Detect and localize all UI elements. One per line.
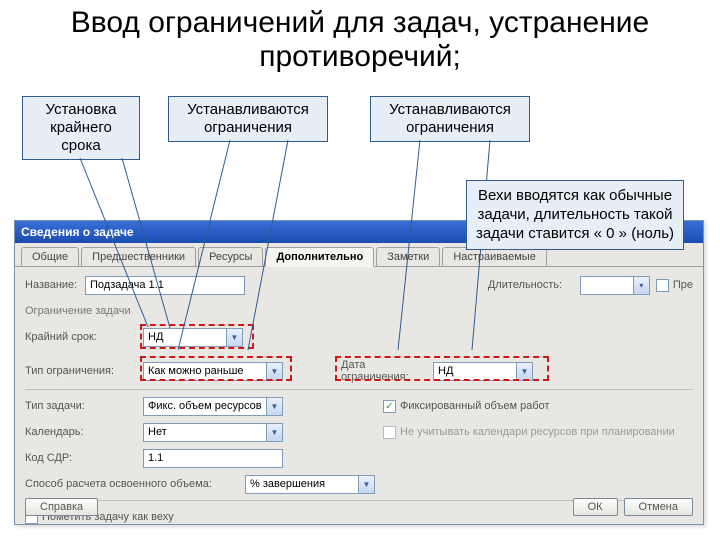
task-type-label: Тип задачи: [25,400,143,412]
evm-label: Способ расчета освоенного объема: [25,478,245,490]
cancel-button[interactable]: Отмена [624,498,693,516]
calendar-combo[interactable]: Нет ▼ [143,423,283,442]
calendar-label: Календарь: [25,426,143,438]
duration-label: Длительность: [480,279,580,291]
tab-general[interactable]: Общие [21,247,79,266]
deadline-value: НД [148,331,226,343]
constraint-type-value: Как можно раньше [148,365,266,377]
name-label: Название: [25,279,85,291]
evm-combo[interactable]: % завершения ▼ [245,475,375,494]
task-name-value: Подзадача 1.1 [90,279,244,291]
chevron-down-icon[interactable]: ▼ [226,329,242,346]
wbs-field[interactable]: 1.1 [143,449,283,468]
estimated-checkbox[interactable] [656,279,669,292]
callout-constraint-1: Устанавливаются ограничения [168,96,328,142]
wbs-value: 1.1 [148,452,282,464]
constraint-type-label: Тип ограничения: [25,365,143,377]
task-type-combo[interactable]: Фикс. объем ресурсов ▼ [143,397,283,416]
chevron-down-icon[interactable]: ▼ [266,363,282,380]
evm-value: % завершения [250,478,358,490]
dialog-title: Сведения о задаче [21,225,134,239]
wbs-label: Код СДР: [25,452,143,464]
ok-button[interactable]: ОК [573,498,618,516]
deadline-label: Крайний срок: [25,331,143,343]
tab-advanced[interactable]: Дополнительно [265,247,374,267]
help-button[interactable]: Справка [25,498,98,516]
divider [25,389,693,390]
callout-milestone: Вехи вводятся как обычные задачи, длител… [466,180,684,250]
chevron-down-icon[interactable]: ▼ [358,476,374,493]
tab-notes[interactable]: Заметки [376,247,440,266]
chevron-down-icon[interactable]: ▼ [516,363,532,380]
ignore-cal-label: Не учитывать календари ресурсов при план… [400,426,675,438]
spinner-icon[interactable]: ▾ [633,277,649,294]
tab-predecessors[interactable]: Предшественники [81,247,196,266]
deadline-combo[interactable]: НД ▼ [143,328,243,347]
tab-resources[interactable]: Ресурсы [198,247,263,266]
fixed-work-checkbox[interactable]: ✓ [383,400,396,413]
duration-field[interactable]: ▾ [580,276,650,295]
callout-constraint-2: Устанавливаются ограничения [370,96,530,142]
calendar-value: Нет [148,426,266,438]
constraint-type-combo[interactable]: Как можно раньше ▼ [143,362,283,381]
task-type-value: Фикс. объем ресурсов [148,400,266,412]
task-info-dialog: Сведения о задаче Общие Предшественники … [14,220,704,525]
estimated-label: Пре [673,279,693,291]
slide-title: Ввод ограничений для задач, устранение п… [0,0,720,76]
constraint-date-label: Дата ограничения: [333,359,433,383]
task-name-field[interactable]: Подзадача 1.1 [85,276,245,295]
constraint-date-value: НД [438,365,516,377]
callout-deadline: Установка крайнего срока [22,96,140,160]
chevron-down-icon[interactable]: ▼ [266,398,282,415]
chevron-down-icon[interactable]: ▼ [266,424,282,441]
fixed-work-label: Фиксированный объем работ [400,400,550,412]
ignore-cal-checkbox [383,426,396,439]
constraint-date-combo[interactable]: НД ▼ [433,362,533,381]
constraint-section-label: Ограничение задачи [25,305,143,317]
